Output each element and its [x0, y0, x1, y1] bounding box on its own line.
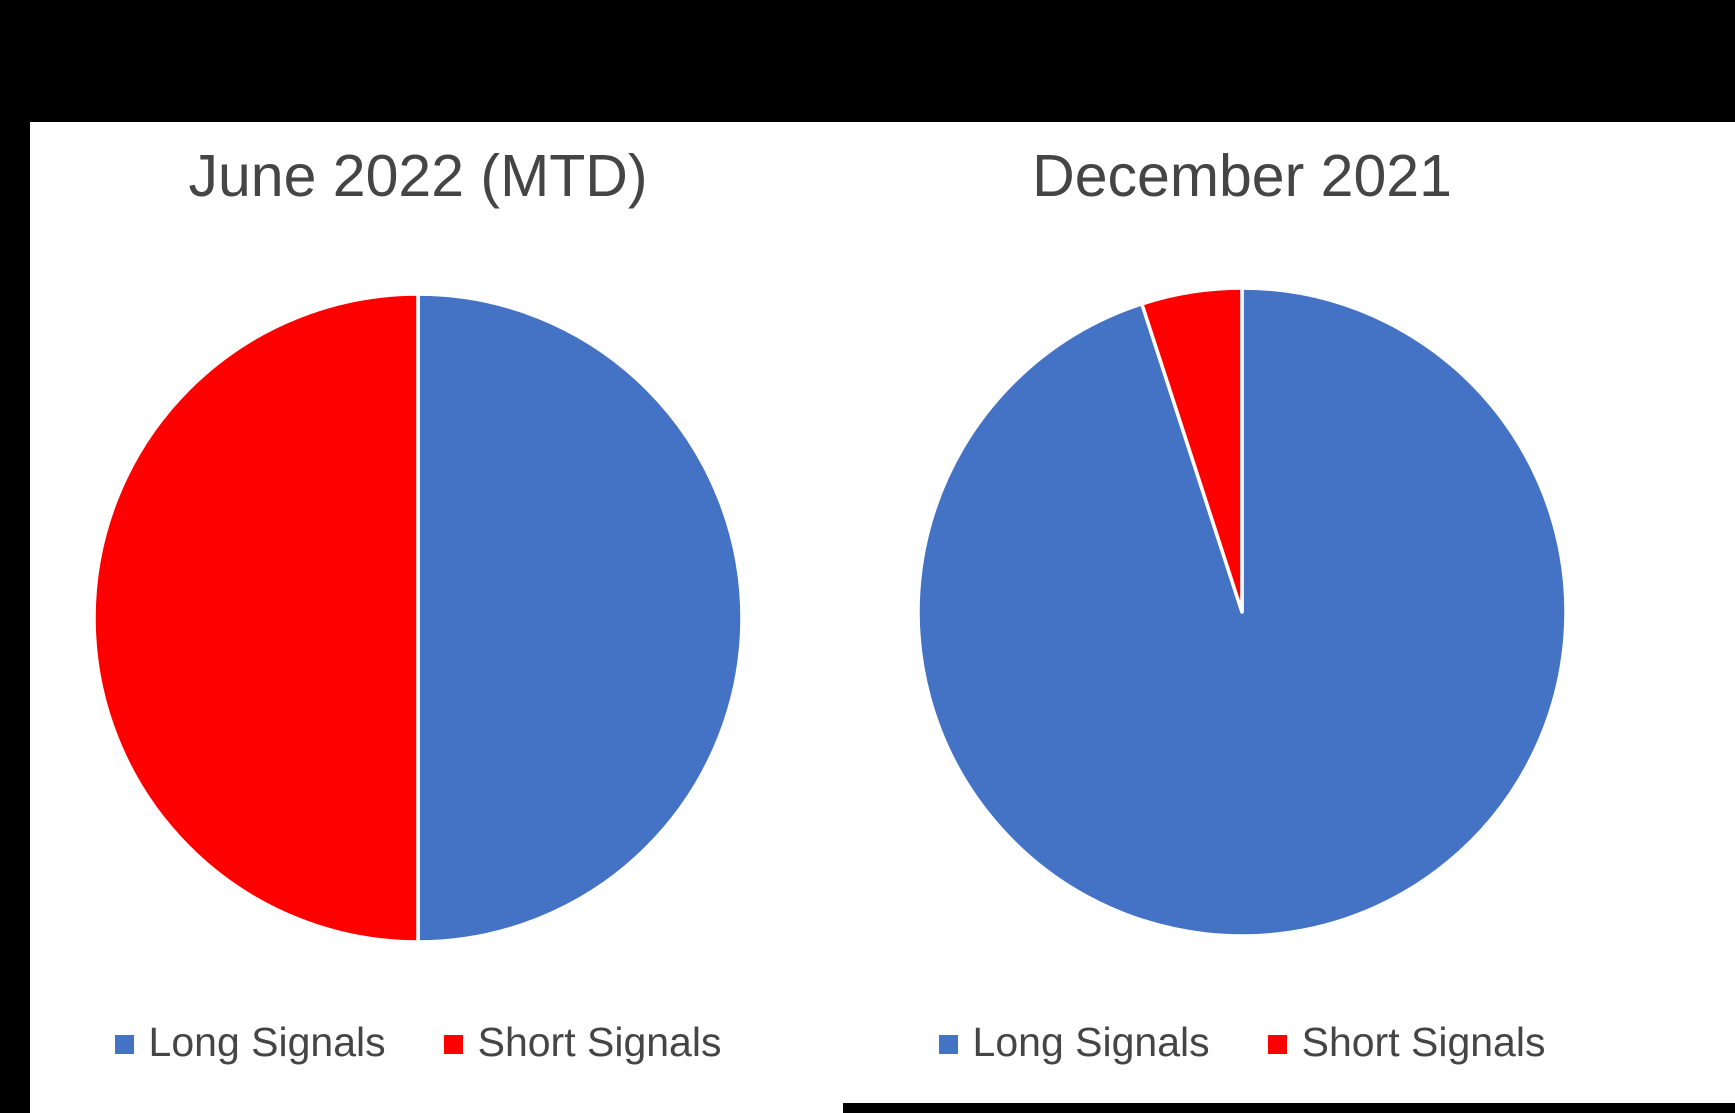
- legend-june-2022: Long Signals Short Signals: [90, 1010, 746, 1074]
- legend-item-short-signals[interactable]: Short Signals: [1267, 1017, 1546, 1067]
- chart-title-june-2022: June 2022 (MTD): [188, 143, 648, 209]
- top-black-bar: [0, 0, 1735, 122]
- pie-slice-short-signals[interactable]: [92, 292, 420, 944]
- legend-swatch-short-signals: [443, 1034, 463, 1054]
- pie-slice-long-signals[interactable]: [416, 292, 744, 944]
- legend-label-long-signals: Long Signals: [972, 1019, 1210, 1065]
- legend-item-short-signals[interactable]: Short Signals: [443, 1017, 722, 1067]
- legend-item-long-signals[interactable]: Long Signals: [938, 1017, 1210, 1067]
- legend-item-long-signals[interactable]: Long Signals: [114, 1017, 386, 1067]
- legend-swatch-short-signals: [1267, 1034, 1287, 1054]
- pie-chart-december-2021: December 2021 Long Signals Short Signals: [914, 122, 1570, 1113]
- legend-label-short-signals: Short Signals: [1301, 1019, 1546, 1065]
- legend-december-2021: Long Signals Short Signals: [914, 1010, 1570, 1074]
- chart-title-december-2021: December 2021: [1032, 143, 1452, 209]
- pie-slice-short-signals[interactable]: [1140, 286, 1244, 614]
- chart-panel: June 2022 (MTD) Long Signals Short Signa…: [30, 122, 1735, 1113]
- legend-label-short-signals: Short Signals: [477, 1019, 722, 1065]
- pie-june-2022: [92, 292, 744, 944]
- legend-swatch-long-signals: [114, 1034, 134, 1054]
- pie-chart-june-2022: June 2022 (MTD) Long Signals Short Signa…: [90, 122, 746, 1113]
- legend-swatch-long-signals: [938, 1034, 958, 1054]
- bottom-right-black-bar: [843, 1103, 1735, 1113]
- legend-label-long-signals: Long Signals: [148, 1019, 386, 1065]
- pie-december-2021: [916, 286, 1568, 938]
- left-black-bar: [0, 0, 30, 1113]
